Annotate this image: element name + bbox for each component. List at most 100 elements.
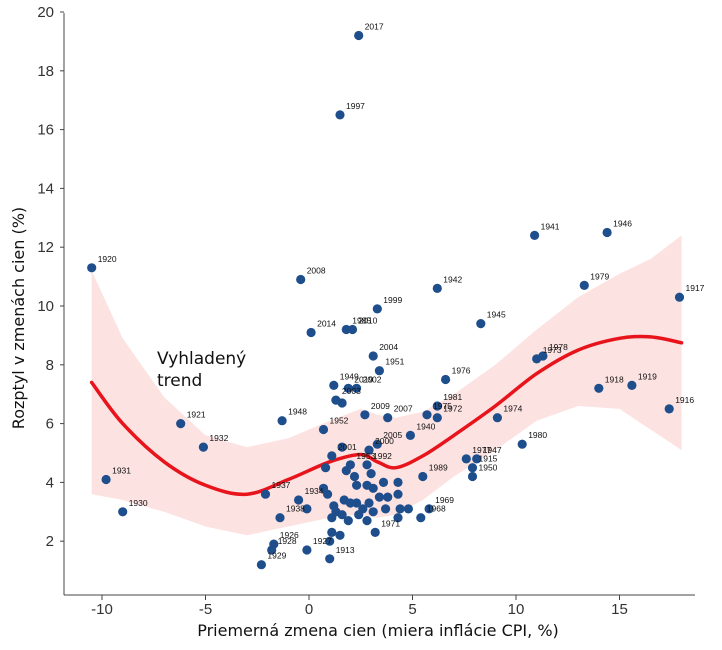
point-label: 1969 — [435, 495, 454, 505]
data-point — [321, 463, 331, 473]
data-point — [302, 504, 312, 514]
data-point — [337, 510, 347, 520]
data-point — [441, 374, 451, 385]
data-point — [594, 383, 604, 393]
trend-curve — [89, 334, 684, 497]
data-point — [118, 507, 128, 517]
y-tick-label: 12 — [37, 239, 54, 256]
data-point — [366, 469, 376, 479]
data-point — [325, 536, 335, 546]
confidence-band — [91, 235, 682, 536]
data-point — [362, 460, 372, 470]
data-point — [374, 492, 384, 502]
data-point — [306, 327, 316, 338]
point-label: 1940 — [416, 421, 435, 431]
point-label: 1953 — [356, 451, 375, 461]
data-point — [101, 474, 111, 485]
y-axis-title: Rozptyl v zmenách cien (%) — [9, 207, 28, 429]
trend-annotation: Vyhladený trend — [157, 349, 252, 391]
point-label: 2017 — [365, 22, 384, 32]
point-label: 1926 — [280, 530, 299, 540]
point-label: 1951 — [385, 357, 404, 367]
point-label: 1950 — [479, 463, 498, 473]
y-tick-label: 4 — [46, 474, 54, 491]
point-label: 1941 — [541, 221, 560, 231]
point-label: 1997 — [346, 101, 365, 111]
point-label: 1913 — [336, 545, 355, 555]
point-label: 1948 — [288, 407, 307, 417]
point-label: 2004 — [379, 342, 398, 352]
point-label: 1919 — [638, 371, 657, 381]
data-point — [277, 416, 287, 426]
point-label: 1999 — [383, 295, 402, 305]
data-point — [418, 471, 428, 482]
point-label: 1942 — [443, 274, 462, 284]
point-label: 1952 — [330, 416, 349, 426]
data-point — [343, 516, 353, 526]
data-point — [472, 454, 482, 464]
x-tick-label: -5 — [199, 601, 212, 618]
point-label: 1975 — [433, 401, 452, 411]
data-point — [530, 230, 540, 240]
point-label: 1973 — [543, 345, 562, 355]
point-label: 1929 — [267, 551, 286, 561]
x-tick-label: 10 — [508, 601, 525, 618]
data-point — [364, 445, 374, 455]
data-point — [403, 504, 413, 514]
point-label: 2007 — [394, 404, 413, 414]
point-label: 1918 — [605, 374, 624, 384]
y-tick-label: 18 — [37, 63, 54, 80]
data-point — [422, 410, 432, 420]
y-tick-label: 6 — [46, 416, 54, 433]
data-point — [349, 471, 360, 482]
data-point — [368, 351, 378, 361]
trend-annotation-line-1: Vyhladený — [157, 349, 246, 369]
data-point — [335, 530, 345, 540]
data-point — [602, 227, 612, 238]
data-point — [198, 442, 208, 452]
data-point — [492, 413, 502, 423]
data-point — [467, 471, 478, 482]
point-label: 1927 — [313, 536, 332, 546]
y-tick-label: 10 — [37, 298, 54, 315]
point-label: 2019 — [354, 374, 373, 384]
data-point — [352, 383, 362, 393]
data-point — [372, 304, 382, 314]
data-point — [476, 319, 486, 329]
data-point — [370, 527, 380, 538]
x-tick-label: 5 — [408, 601, 416, 618]
point-label: 1976 — [452, 366, 471, 376]
data-point — [461, 454, 471, 464]
trend-annotation-line-2: trend — [157, 371, 202, 391]
x-tick-label: -10 — [91, 601, 113, 618]
data-point — [432, 283, 442, 293]
data-point — [337, 442, 347, 452]
data-point — [275, 513, 285, 523]
point-label: 1917 — [686, 283, 705, 293]
data-point — [393, 489, 403, 499]
data-point — [323, 489, 333, 499]
data-point — [360, 410, 370, 420]
point-label: 1985 — [352, 316, 371, 326]
data-point — [87, 263, 97, 273]
data-point — [256, 560, 266, 570]
point-label: 2002 — [363, 374, 382, 384]
data-point — [354, 30, 364, 41]
data-point — [302, 545, 312, 555]
point-label: 2005 — [383, 430, 402, 440]
point-label: 1972 — [443, 404, 462, 414]
point-label: 2008 — [307, 266, 326, 276]
point-label: 2009 — [371, 401, 390, 411]
data-point — [296, 274, 306, 285]
data-point — [364, 498, 374, 508]
data-point — [341, 466, 351, 476]
data-point — [368, 507, 378, 517]
data-points — [87, 30, 685, 570]
data-point — [374, 366, 384, 376]
point-label: 1916 — [675, 395, 694, 405]
data-point — [372, 439, 382, 449]
data-point — [327, 527, 337, 538]
point-label: 1945 — [487, 310, 506, 320]
axes — [63, 13, 695, 596]
